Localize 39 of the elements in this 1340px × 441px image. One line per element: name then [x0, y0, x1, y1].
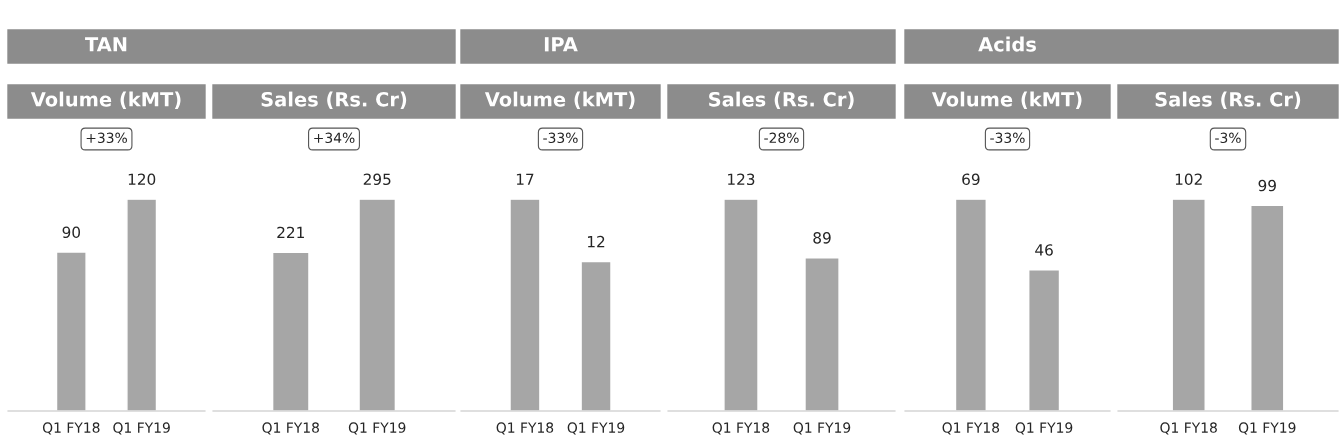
x-tick-label: Q1 FY19 — [1015, 422, 1073, 435]
text: -33% — [543, 132, 578, 144]
data-label: 123 — [728, 173, 755, 186]
chart-title: TAN — [85, 37, 127, 52]
chart-subtitle: Volume (kMT) — [30, 91, 181, 109]
text: +33% — [86, 132, 127, 144]
x-tick-label: Q1 FY19 — [567, 422, 625, 435]
data-label: 46 — [1035, 244, 1053, 256]
x-tick-label: Q1 FY18 — [712, 422, 770, 435]
data-label: 102 — [1175, 173, 1202, 186]
x-tick-label: Q1 FY18 — [1160, 422, 1217, 435]
chart-subtitle: Sales (Rs. Cr) — [261, 91, 407, 109]
x-tick-label: Q1 FY18 — [496, 422, 554, 435]
data-label: 12 — [587, 235, 605, 248]
data-label: 120 — [128, 173, 156, 186]
chart-subtitle: Volume (kMT) — [931, 91, 1082, 109]
x-tick-label: Q1 FY19 — [113, 422, 170, 435]
text: -28% — [764, 132, 799, 144]
data-label: 69 — [962, 173, 980, 186]
x-tick-label: Q1 FY19 — [1238, 422, 1296, 435]
text: -3% — [1215, 132, 1241, 144]
data-label: 99 — [1258, 179, 1276, 192]
data-label: 221 — [277, 226, 304, 238]
chart-title: Acids — [978, 36, 1036, 52]
data-label: 89 — [813, 232, 831, 244]
x-tick-label: Q1 FY19 — [348, 422, 406, 435]
x-tick-label: Q1 FY18 — [42, 422, 100, 435]
chart-subtitle: Sales (Rs. Cr) — [709, 91, 854, 109]
text: -33% — [990, 132, 1025, 144]
data-label: 295 — [363, 173, 391, 186]
chart-subtitle: Volume (kMT) — [484, 91, 635, 109]
x-tick-label: Q1 FY18 — [942, 422, 1000, 435]
x-tick-label: Q1 FY19 — [793, 422, 851, 435]
data-label: 17 — [516, 173, 534, 185]
text: +34% — [314, 132, 355, 144]
chart-subtitle: Sales (Rs. Cr) — [1155, 91, 1301, 109]
data-label: 90 — [62, 226, 81, 239]
x-tick-label: Q1 FY18 — [262, 422, 319, 435]
chart-title: IPA — [544, 37, 578, 52]
